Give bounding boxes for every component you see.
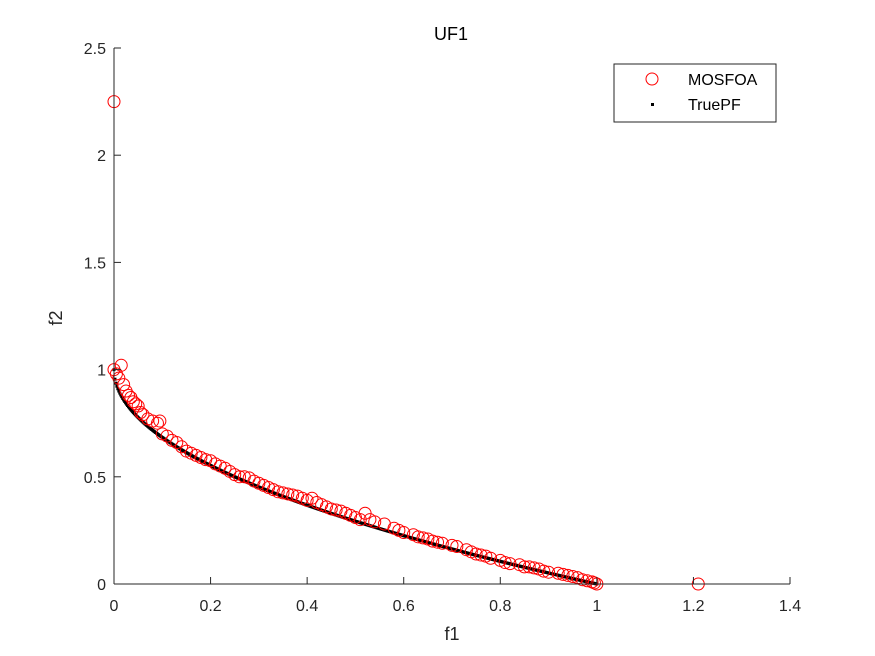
y-tick-label: 0 [97,577,106,594]
legend-marker-mosfoa [645,72,659,86]
y-tick-label: 2.5 [84,41,106,58]
mosfoa-point [435,536,449,550]
mosfoa-point [134,405,148,419]
mosfoa-point [126,395,140,409]
mosfoa-point [411,530,425,544]
mosfoa-point [580,574,594,588]
mosfoa-point [450,539,464,553]
mosfoa-point [522,560,536,574]
mosfoa-point [114,358,128,372]
mosfoa-point [517,560,531,574]
truepf-point [118,391,122,395]
mosfoa-point [276,486,290,500]
mosfoa-point [474,548,488,562]
mosfoa-point [498,556,512,570]
mosfoa-point [150,416,164,430]
mosfoa-point [112,371,126,385]
y-tick-label: 1.5 [84,255,106,272]
mosfoa-point [136,408,150,422]
truepf-point [120,395,124,399]
mosfoa-point [281,487,295,501]
x-axis-label: f1 [444,624,459,644]
legend-label-mosfoa: MOSFOA [688,72,758,89]
y-tick-label: 0.5 [84,470,106,487]
y-axis-label: f2 [46,310,66,325]
legend-box [613,63,777,123]
mosfoa-point [561,568,575,582]
mosfoa-point [527,561,541,575]
mosfoa-point [329,503,343,517]
mosfoa-point [170,435,184,449]
legend-marker-truepf [651,103,654,106]
x-tick-label: 0.4 [296,598,318,615]
x-tick-label: 0 [110,598,119,615]
mosfoa-point [445,538,459,552]
mosfoa-point [416,531,430,545]
truepf-point [119,393,123,397]
y-tick-label: 2 [97,148,106,165]
truepf-point [113,377,117,381]
mosfoa-point [542,565,556,579]
mosfoa-point [233,470,247,484]
y-ticks: 0 0.5 1 1.5 2 2.5 [84,41,121,594]
mosfoa-point [175,440,189,454]
x-tick-label: 1 [592,598,601,615]
x-tick-label: 0.6 [393,598,415,615]
mosfoa-point [160,429,174,443]
mosfoa-point [587,576,601,590]
axes [113,48,790,585]
mosfoa-point [358,506,372,520]
mosfoa-point [368,515,382,529]
mosfoa-point [537,564,551,578]
x-tick-label: 0.2 [199,598,221,615]
mosfoa-point [484,551,498,565]
mosfoa-point [469,547,483,561]
mosfoa-point [575,573,589,587]
chart-title: UF1 [434,24,468,44]
y-tick-label: 1 [97,363,106,380]
mosfoa-point [556,567,570,581]
mosfoa-point [131,399,145,413]
mosfoa-point [324,502,338,516]
truepf-point [116,387,120,391]
mosfoa-point [353,513,367,527]
mosfoa-point [503,557,517,571]
x-tick-label: 1.2 [682,598,704,615]
x-ticks: 0 0.2 0.4 0.6 0.8 1 1.2 1.4 [110,577,801,615]
mosfoa-point [397,526,411,540]
mosfoa-point [305,491,319,505]
plot-area [107,95,705,591]
truepf-point [115,384,119,388]
mosfoa-point [129,397,143,411]
legend: MOSFOA TruePF [613,63,777,123]
x-tick-label: 0.8 [489,598,511,615]
x-tick-label: 1.4 [779,598,801,615]
mosfoa-point [286,488,300,502]
mosfoa-point [121,388,135,402]
legend-label-truepf: TruePF [688,97,741,114]
mosfoa-point [117,378,131,392]
mosfoa-point [271,485,285,499]
mosfoa-point [153,414,167,428]
truepf-point [117,389,121,393]
mosfoa-point [426,534,440,548]
mosfoa-point [566,569,580,583]
mosfoa-point [551,566,565,580]
truepf-point [121,396,125,400]
mosfoa-point [431,535,445,549]
